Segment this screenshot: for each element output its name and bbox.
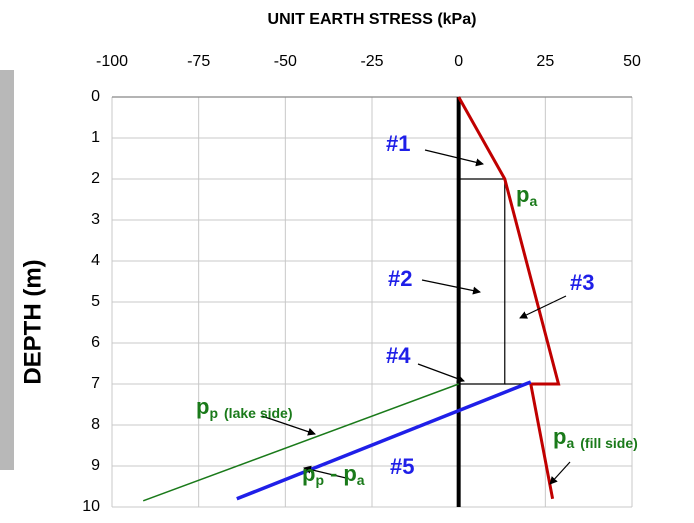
annotation: pa [516,182,537,209]
annotation-part: p [516,182,529,207]
y-tick-label: 2 [91,170,100,187]
y-tick-label: 6 [91,334,100,351]
annotation-arrow [417,363,465,383]
x-tick-label: -75 [187,53,210,70]
annotation-part: #3 [570,270,594,295]
x-tick-label: 50 [623,53,641,70]
annotation-part: p [302,461,315,486]
annotation-part: a [566,435,574,451]
annotation-part: p [553,424,566,449]
chart-title: UNIT EARTH STRESS (kPa) [268,11,477,28]
annotation-part: a [529,193,537,209]
annotation-part: #2 [388,266,412,291]
annotation-arrow [421,279,481,295]
x-tick-label: -50 [274,53,297,70]
annotation: #2 [388,266,412,291]
y-tick-label: 4 [91,252,100,269]
annotation: #5 [390,454,414,479]
annotation: pa (fill side) [553,424,638,451]
annotation: #4 [386,343,411,368]
annotation-part: p [343,461,356,486]
y-tick-label: 10 [82,498,100,515]
y-tick-label: 1 [91,129,100,146]
annotation-part: #1 [386,131,410,156]
y-tick-label: 7 [91,375,100,392]
series-line [142,383,459,502]
annotation-part: #5 [390,454,414,479]
x-tick-label: -100 [96,53,128,70]
annotation-arrow [303,465,347,479]
series-line [236,380,532,501]
annotation-part: p [209,405,218,421]
annotation: #3 [570,270,594,295]
annotation-arrow [549,461,571,485]
annotation-arrow [424,149,484,167]
series-line [458,178,506,385]
annotation-arrow [261,415,316,436]
y-tick-label: 3 [91,211,100,228]
y-tick-label: 5 [91,293,100,310]
annotation-part: a [357,472,365,488]
y-axis-label: DEPTH (m) [19,259,46,384]
x-tick-label: -25 [360,53,383,70]
annotation-part: #4 [386,343,411,368]
annotation-part: - [330,461,337,486]
annotation-part: p [196,394,209,419]
x-tick-label: 0 [454,53,463,70]
annotation: pp - pa [302,461,365,488]
x-tick-label: 25 [536,53,554,70]
y-tick-label: 0 [91,88,100,105]
y-tick-label: 8 [91,416,100,433]
series-line [457,96,561,500]
annotation-part: (fill side) [580,435,638,451]
background-photo-strip [0,70,14,470]
annotation: #1 [386,131,410,156]
annotation-part: (lake side) [224,405,292,421]
y-tick-label: 9 [91,457,100,474]
annotation-arrow [519,295,567,319]
annotation-part: p [315,472,324,488]
annotation: pp (lake side) [196,394,293,421]
